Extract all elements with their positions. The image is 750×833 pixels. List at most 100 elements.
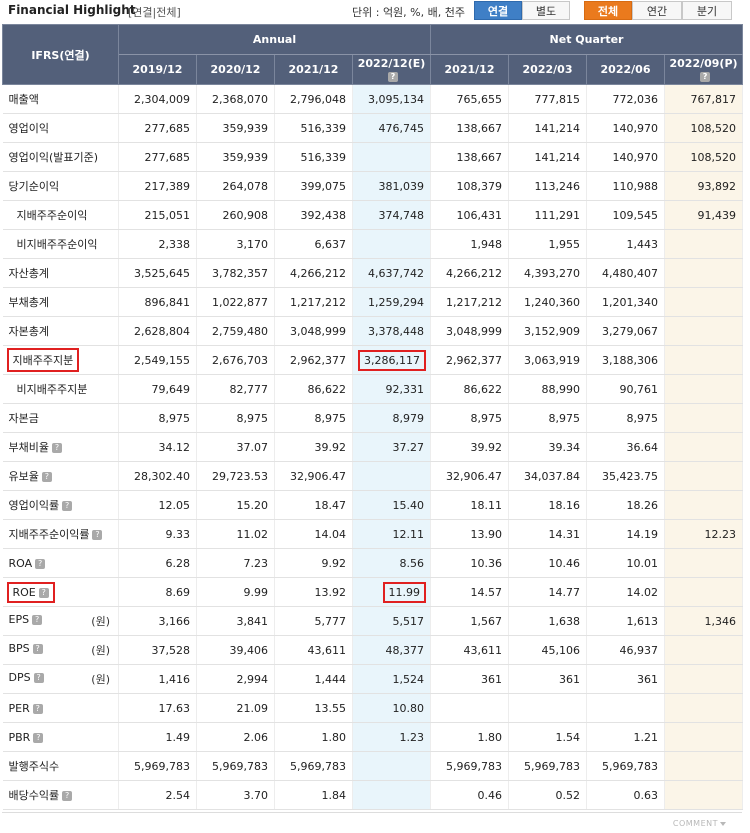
help-icon[interactable]: ? [62, 501, 73, 511]
help-icon[interactable]: ? [41, 472, 52, 482]
table-cell: 1.21 [586, 722, 666, 752]
table-row: 당기순이익 217,389 264,078 399,075 381,039 108,379… [2, 171, 744, 201]
row-label-text: 매출액 [8, 93, 39, 106]
cell-value: 86,622 [307, 382, 347, 396]
table-cell: 109,545 [586, 200, 666, 230]
table-cell: 18.16 [508, 490, 588, 520]
row-label-wrap: 자본총계 [9, 325, 49, 338]
table-cell: 277,685 [118, 113, 197, 143]
help-icon[interactable]: ? [62, 791, 73, 801]
table-cell: 4,266,212 [274, 258, 353, 288]
quarter-button[interactable]: 분기 [682, 1, 732, 20]
cell-value: 14.77 [548, 585, 581, 599]
table-cell: 21.09 [196, 693, 275, 723]
table-cell: 2.54 [118, 780, 197, 810]
cell-value: 777,815 [534, 92, 581, 106]
help-icon[interactable]: ? [92, 530, 103, 540]
table-cell: 13.92 [274, 577, 353, 607]
table-cell: 8,979 [352, 403, 432, 433]
table-cell [430, 693, 510, 723]
table-cell: 3,782,357 [196, 258, 275, 288]
row-label-wrap: BPS? [9, 642, 43, 655]
cell-value: 45,106 [541, 643, 581, 657]
cell-value: 772,036 [612, 92, 659, 106]
table-cell: 14.02 [586, 577, 666, 607]
help-icon[interactable]: ? [38, 587, 49, 598]
table-cell: 14.57 [430, 577, 510, 607]
table-row: 영업이익 277,685 359,939 516,339 476,745 138,667 1… [2, 113, 744, 143]
help-icon[interactable]: ? [32, 615, 43, 625]
row-label-wrap: 발행주식수 [9, 760, 60, 773]
cell-value: 39.34 [548, 440, 581, 454]
cell-value: 767,817 [690, 92, 737, 106]
table-cell: 11.02 [196, 519, 275, 549]
annual-button[interactable]: 연간 [632, 1, 682, 20]
header-bar: Financial Highlight [연결|전체] 단위 : 억원, %, … [0, 0, 750, 24]
row-label-text: 당기순이익 [8, 180, 60, 193]
help-icon[interactable]: ? [32, 703, 43, 714]
table-cell: 106,431 [430, 200, 510, 230]
table-cell: 8,975 [586, 403, 666, 433]
cell-value: 5,969,783 [212, 759, 268, 773]
cell-value: 14.04 [314, 527, 347, 541]
table-cell [664, 490, 744, 520]
cell-value: 32,906.47 [290, 469, 346, 483]
row-label: ROA? [2, 548, 119, 578]
cell-value: 39.92 [314, 440, 347, 454]
table-row: PBR? 1.49 2.06 1.80 1.23 1.80 1.54 1.21 [2, 722, 744, 752]
row-label-wrap: 자본금 [9, 412, 39, 425]
table-cell: 5,969,783 [196, 751, 275, 781]
table-cell: 91,439 [664, 200, 744, 230]
row-label: PER? [2, 693, 119, 723]
table-row: BPS? (원) 37,528 39,406 43,611 48,377 43,611 45,… [2, 635, 744, 665]
row-label-wrap: 지배주주지분 [6, 348, 80, 372]
table-cell: 5,969,783 [274, 751, 353, 781]
cell-value: 3,048,999 [446, 324, 503, 338]
cell-value: 1,524 [392, 672, 425, 686]
cell-value: 15.20 [236, 498, 269, 512]
row-label: 영업이익 [2, 113, 119, 143]
table-cell: 88,990 [508, 374, 588, 404]
table-cell: 1,443 [586, 229, 666, 259]
cell-value: 36.64 [626, 440, 659, 454]
row-label-text: EPS [8, 613, 30, 626]
help-icon[interactable]: ? [35, 558, 46, 569]
cell-value: 3,378,448 [368, 324, 425, 338]
cell-value: 8,975 [548, 411, 581, 425]
table-cell: 3,170 [196, 229, 275, 259]
row-label-wrap: EPS? [9, 613, 43, 626]
help-icon[interactable]: ? [388, 71, 398, 82]
cell-value: 1.84 [321, 788, 347, 802]
cell-value: 10.46 [548, 556, 581, 570]
all-period-button[interactable]: 전체 [584, 1, 632, 20]
comment-link[interactable]: COMMENT [673, 819, 726, 828]
table-cell [586, 693, 666, 723]
cell-value: 29,723.53 [212, 469, 268, 483]
cell-value: 34.12 [158, 440, 191, 454]
help-icon[interactable]: ? [32, 644, 43, 654]
table-cell: 264,078 [196, 171, 275, 201]
column-header-label: 2022/06 [600, 63, 651, 76]
help-icon[interactable]: ? [700, 71, 711, 82]
table-cell: 10.80 [352, 693, 432, 723]
table-cell: 476,745 [352, 113, 432, 143]
table-cell: 82,777 [196, 374, 275, 404]
table-cell: 29,723.53 [196, 461, 275, 491]
table-cell: 90,761 [586, 374, 666, 404]
help-icon[interactable]: ? [33, 732, 44, 743]
cell-value: 1.54 [555, 730, 581, 744]
cell-value: 34,037.84 [524, 469, 581, 483]
cell-value: 1,022,877 [212, 295, 268, 309]
cell-value: 79,649 [151, 382, 191, 396]
separate-button[interactable]: 별도 [522, 1, 570, 20]
table-row: 자본총계 2,628,804 2,759,480 3,048,999 3,378,448… [2, 316, 744, 346]
cell-value: 18.16 [548, 498, 581, 512]
consolidated-button[interactable]: 연결 [474, 1, 522, 20]
row-label: 매출액 [2, 84, 119, 114]
help-icon[interactable]: ? [51, 443, 62, 453]
cell-value: 374,748 [378, 208, 425, 222]
row-label: 지배주주순이익 [2, 200, 119, 230]
cell-value: 91,439 [697, 208, 737, 222]
table-cell: 10.46 [508, 548, 588, 578]
help-icon[interactable]: ? [33, 673, 44, 683]
